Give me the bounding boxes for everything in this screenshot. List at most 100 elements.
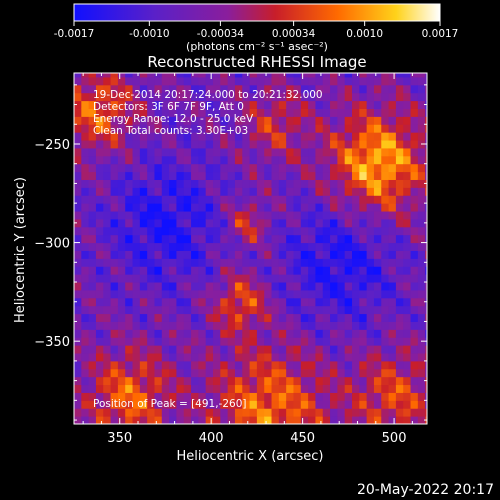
- heatmap-cell: [198, 76, 207, 86]
- heatmap-cell: [74, 211, 82, 220]
- heatmap-cell: [176, 203, 185, 212]
- heatmap-cell: [191, 155, 199, 165]
- heatmap-cell: [395, 116, 404, 125]
- heatmap-cell: [220, 282, 229, 291]
- heatmap-cell: [330, 368, 338, 378]
- heatmap-cell: [249, 226, 258, 236]
- heatmap-cell: [271, 203, 280, 212]
- heatmap-cell: [103, 416, 112, 424]
- heatmap-cell: [373, 203, 382, 212]
- heatmap-cell: [315, 345, 324, 354]
- heatmap-cell: [352, 132, 360, 141]
- heatmap-cell: [286, 187, 294, 196]
- heatmap-cell: [147, 313, 155, 322]
- y-axis-label: Heliocentric Y (arcsec): [13, 177, 28, 323]
- heatmap-cell: [337, 392, 346, 401]
- heatmap-cell: [322, 329, 331, 338]
- heatmap-cell: [330, 132, 338, 141]
- x-tick-label: 500: [382, 431, 407, 446]
- heatmap-cell: [373, 392, 382, 401]
- heatmap-cell: [395, 187, 404, 196]
- heatmap-cell: [220, 218, 229, 228]
- heatmap-cell: [308, 392, 316, 401]
- heatmap-cell: [117, 124, 126, 133]
- heatmap-cell: [95, 116, 104, 125]
- heatmap-cell: [425, 84, 427, 94]
- heatmap-cell: [425, 305, 427, 315]
- heatmap-cell: [381, 211, 390, 220]
- heatmap-cell: [205, 242, 214, 251]
- heatmap-cell: [191, 218, 199, 228]
- heatmap-cell: [220, 329, 229, 338]
- heatmap-cell: [352, 211, 360, 220]
- heatmap-cell: [183, 282, 192, 291]
- heatmap-cell: [315, 100, 324, 109]
- heatmap-cell: [286, 297, 294, 307]
- heatmap-cell: [88, 155, 97, 165]
- heatmap-cell: [286, 84, 294, 94]
- heatmap-cell: [74, 353, 82, 362]
- heatmap-cell: [198, 163, 207, 173]
- heatmap-cell: [315, 163, 324, 173]
- heatmap-cell: [176, 258, 185, 267]
- heatmap-cell: [286, 384, 294, 393]
- heatmap-cell: [278, 84, 287, 94]
- heatmap-cell: [293, 274, 302, 283]
- heatmap-cell: [81, 218, 90, 228]
- heatmap-cell: [74, 100, 82, 109]
- heatmap-cell: [256, 116, 265, 125]
- heatmap-cell: [395, 408, 404, 417]
- heatmap-cell: [117, 226, 126, 236]
- heatmap-cell: [271, 289, 280, 299]
- heatmap-cell: [213, 163, 221, 173]
- heatmap-cell: [81, 360, 90, 370]
- heatmap-cell: [278, 368, 287, 378]
- heatmap-cell: [139, 124, 148, 133]
- heatmap-cell: [344, 203, 353, 212]
- heatmap-cell: [293, 297, 302, 307]
- heatmap-cell: [103, 132, 112, 141]
- heatmap-cell: [132, 416, 141, 424]
- heatmap-cell: [249, 195, 258, 204]
- heatmap-cell: [147, 163, 155, 173]
- heatmap-cell: [330, 360, 338, 370]
- heatmap-cell: [117, 384, 126, 393]
- heatmap-cell: [213, 92, 221, 102]
- heatmap-cell: [191, 266, 199, 275]
- heatmap-cell: [95, 384, 104, 393]
- heatmap-cell: [330, 124, 338, 133]
- heatmap-cell: [125, 353, 134, 362]
- heatmap-cell: [330, 297, 338, 307]
- heatmap-cell: [425, 250, 427, 259]
- heatmap-cell: [410, 289, 419, 299]
- heatmap-cell: [300, 408, 309, 417]
- heatmap-cell: [125, 392, 134, 401]
- heatmap-cell: [286, 353, 294, 362]
- heatmap-cell: [95, 132, 104, 141]
- heatmap-cell: [278, 321, 287, 330]
- heatmap-cell: [169, 218, 177, 228]
- heatmap-cell: [388, 289, 397, 299]
- heatmap-cell: [183, 416, 192, 424]
- heatmap-cell: [256, 163, 265, 173]
- heatmap-cell: [110, 258, 119, 267]
- heatmap-cell: [147, 258, 155, 267]
- heatmap-cell: [395, 416, 404, 424]
- heatmap-cell: [234, 321, 243, 330]
- heatmap-cell: [359, 116, 368, 125]
- heatmap-cell: [395, 203, 404, 212]
- heatmap-cell: [322, 266, 331, 275]
- heatmap-cell: [191, 116, 199, 125]
- heatmap-cell: [95, 289, 104, 299]
- heatmap-cell: [381, 76, 390, 86]
- heatmap-cell: [278, 313, 287, 322]
- heatmap-cell: [403, 289, 412, 299]
- heatmap-cell: [359, 211, 368, 220]
- heatmap-cell: [395, 258, 404, 267]
- heatmap-cell: [103, 84, 112, 94]
- heatmap-cell: [198, 266, 207, 275]
- heatmap-cell: [117, 195, 126, 204]
- heatmap-cell: [220, 211, 229, 220]
- heatmap-cell: [330, 116, 338, 125]
- heatmap-cell: [154, 179, 163, 188]
